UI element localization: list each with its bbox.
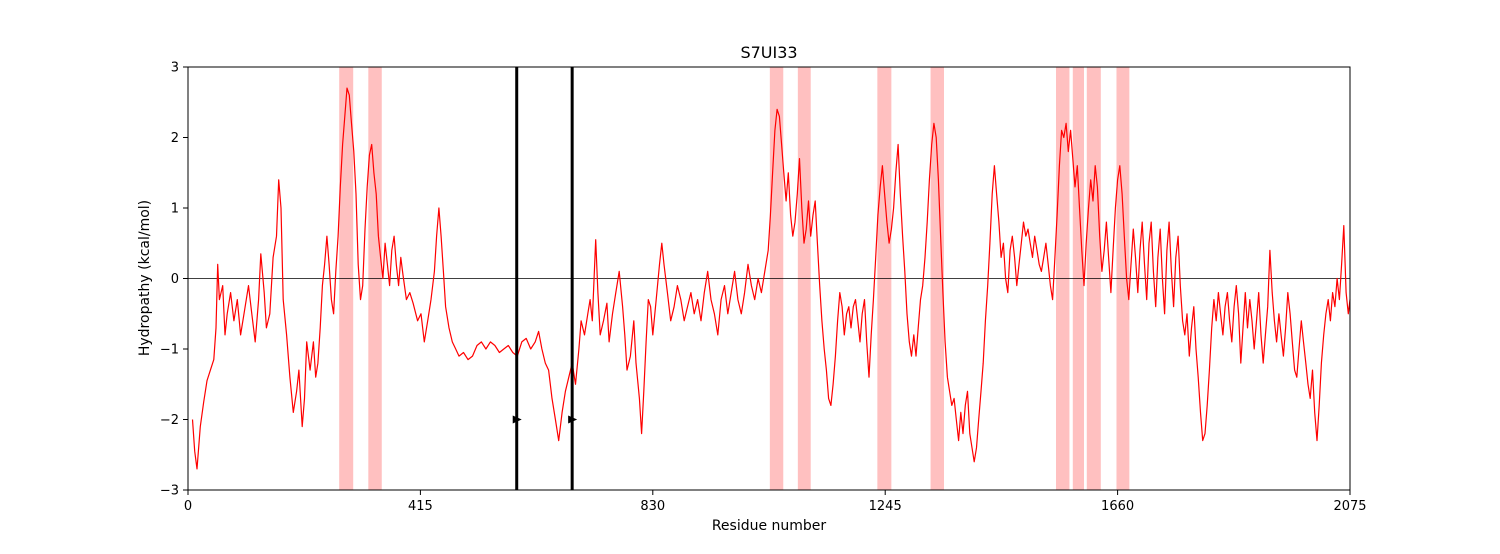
x-tick-label: 1245 xyxy=(869,499,902,514)
y-tick-label: −1 xyxy=(160,343,179,358)
y-tick-label: 2 xyxy=(171,131,179,146)
y-tick-label: −3 xyxy=(160,484,179,499)
x-tick-label: 830 xyxy=(640,499,665,514)
chart-title: S7UI33 xyxy=(740,43,797,62)
hydropathy-series-line xyxy=(191,87,1351,470)
y-tick-label: 1 xyxy=(171,202,179,217)
marker-arrow-icon xyxy=(512,415,522,424)
y-tick-label: −2 xyxy=(160,413,179,428)
marker-arrow-icon xyxy=(568,415,578,424)
x-tick-label: 2075 xyxy=(1333,499,1366,514)
x-tick-label: 0 xyxy=(184,499,192,514)
y-axis-label: Hydropathy (kcal/mol) xyxy=(137,200,153,356)
series-layer xyxy=(191,87,1351,470)
y-tick-label: 0 xyxy=(171,272,179,287)
y-tick-label: 3 xyxy=(171,61,179,76)
x-axis-ticks: 0 415 830 1245 1660 2075 xyxy=(184,490,1367,514)
x-tick-label: 1660 xyxy=(1101,499,1134,514)
vertical-markers xyxy=(512,67,578,490)
x-axis-label: Residue number xyxy=(712,518,827,534)
x-tick-label: 415 xyxy=(408,499,433,514)
y-axis-ticks: −3 −2 −1 0 1 2 3 xyxy=(160,61,188,499)
